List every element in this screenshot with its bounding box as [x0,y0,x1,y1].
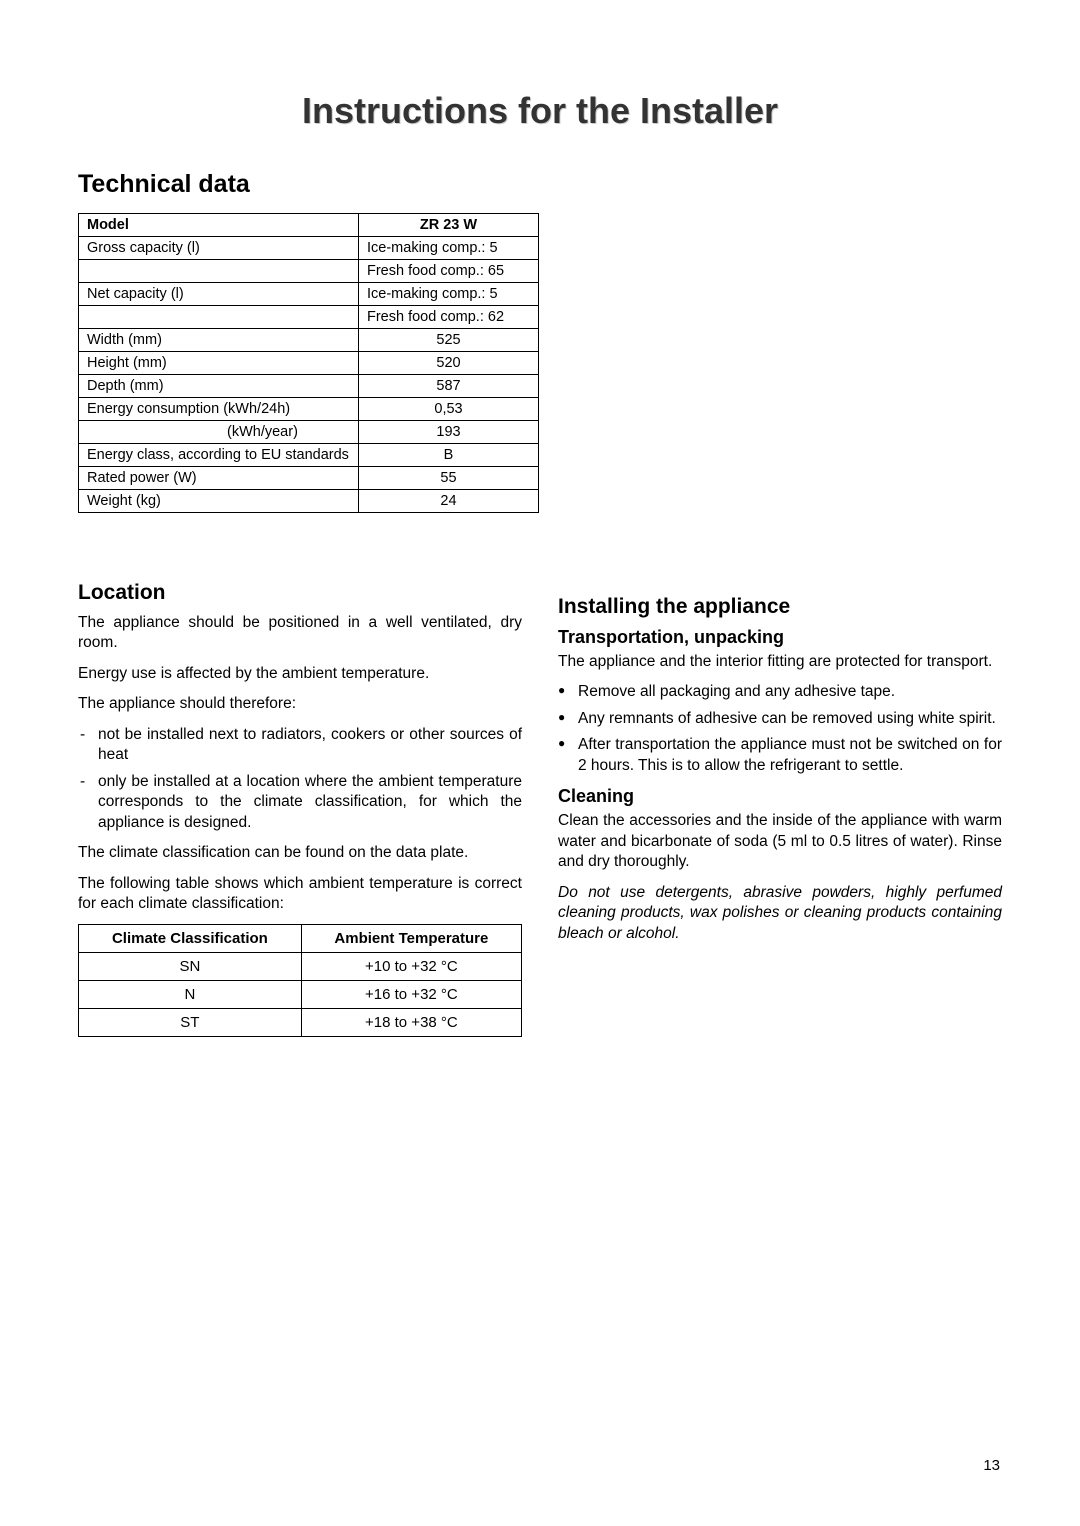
tech-cell-value: 525 [359,329,539,352]
tech-cell-label: Energy consumption (kWh/24h) [79,398,359,421]
location-p4: The climate classification can be found … [78,843,522,863]
climate-table: Climate Classification Ambient Temperatu… [78,924,522,1037]
climate-temp: +16 to +32 °C [301,981,521,1009]
tech-cell-value: Ice-making comp.: 5 [359,283,539,306]
tech-cell-label: Depth (mm) [79,375,359,398]
tech-header-value: ZR 23 W [359,214,539,237]
page-number: 13 [983,1457,1000,1474]
tech-cell-value: Ice-making comp.: 5 [359,237,539,260]
tech-cell-value: 0,53 [359,398,539,421]
location-p2: Energy use is affected by the ambient te… [78,664,522,684]
tech-cell-value: 24 [359,490,539,513]
install-sub1: Transportation, unpacking [558,627,1002,648]
tech-cell-value: B [359,444,539,467]
tech-cell-value: 520 [359,352,539,375]
install-p3: Do not use detergents, abrasive powders,… [558,883,1002,944]
tech-cell-value: 587 [359,375,539,398]
tech-cell-label: Rated power (W) [79,467,359,490]
tech-cell-label: Gross capacity (l) [79,237,359,260]
left-column: Location The appliance should be positio… [78,581,522,1037]
list-item: not be installed next to radiators, cook… [78,725,522,766]
list-item: Remove all packaging and any adhesive ta… [558,682,1002,702]
install-heading: Installing the appliance [558,595,1002,619]
tech-cell-value: 55 [359,467,539,490]
location-p5: The following table shows which ambient … [78,874,522,915]
tech-table: Model ZR 23 W Gross capacity (l)Ice-maki… [78,213,539,513]
list-item: After transportation the appliance must … [558,735,1002,776]
location-bullets: not be installed next to radiators, cook… [78,725,522,833]
tech-cell-value: Fresh food comp.: 65 [359,260,539,283]
climate-h1: Climate Classification [79,925,302,953]
tech-cell-label: Net capacity (l) [79,283,359,306]
install-p1: The appliance and the interior fitting a… [558,652,1002,672]
tech-cell-label [79,306,359,329]
location-p3: The appliance should therefore: [78,694,522,714]
list-item: only be installed at a location where th… [78,772,522,833]
tech-cell-value: Fresh food comp.: 62 [359,306,539,329]
tech-cell-label: Weight (kg) [79,490,359,513]
list-item: Any remnants of adhesive can be removed … [558,709,1002,729]
tech-header-label: Model [79,214,359,237]
climate-h2: Ambient Temperature [301,925,521,953]
tech-cell-value: 193 [359,421,539,444]
tech-cell-label: Width (mm) [79,329,359,352]
page-title: Instructions for the Installer [78,90,1002,132]
tech-cell-label: Energy class, according to EU standards [79,444,359,467]
right-column: Installing the appliance Transportation,… [558,581,1002,1037]
tech-heading: Technical data [78,170,1002,199]
location-heading: Location [78,581,522,605]
climate-temp: +18 to +38 °C [301,1009,521,1037]
tech-cell-label: Height (mm) [79,352,359,375]
climate-class: N [79,981,302,1009]
tech-cell-label: (kWh/year) [79,421,359,444]
climate-class: SN [79,953,302,981]
tech-cell-label [79,260,359,283]
install-p2: Clean the accessories and the inside of … [558,811,1002,872]
location-p1: The appliance should be positioned in a … [78,613,522,654]
install-bullets: Remove all packaging and any adhesive ta… [558,682,1002,776]
climate-temp: +10 to +32 °C [301,953,521,981]
install-sub2: Cleaning [558,786,1002,807]
climate-class: ST [79,1009,302,1037]
